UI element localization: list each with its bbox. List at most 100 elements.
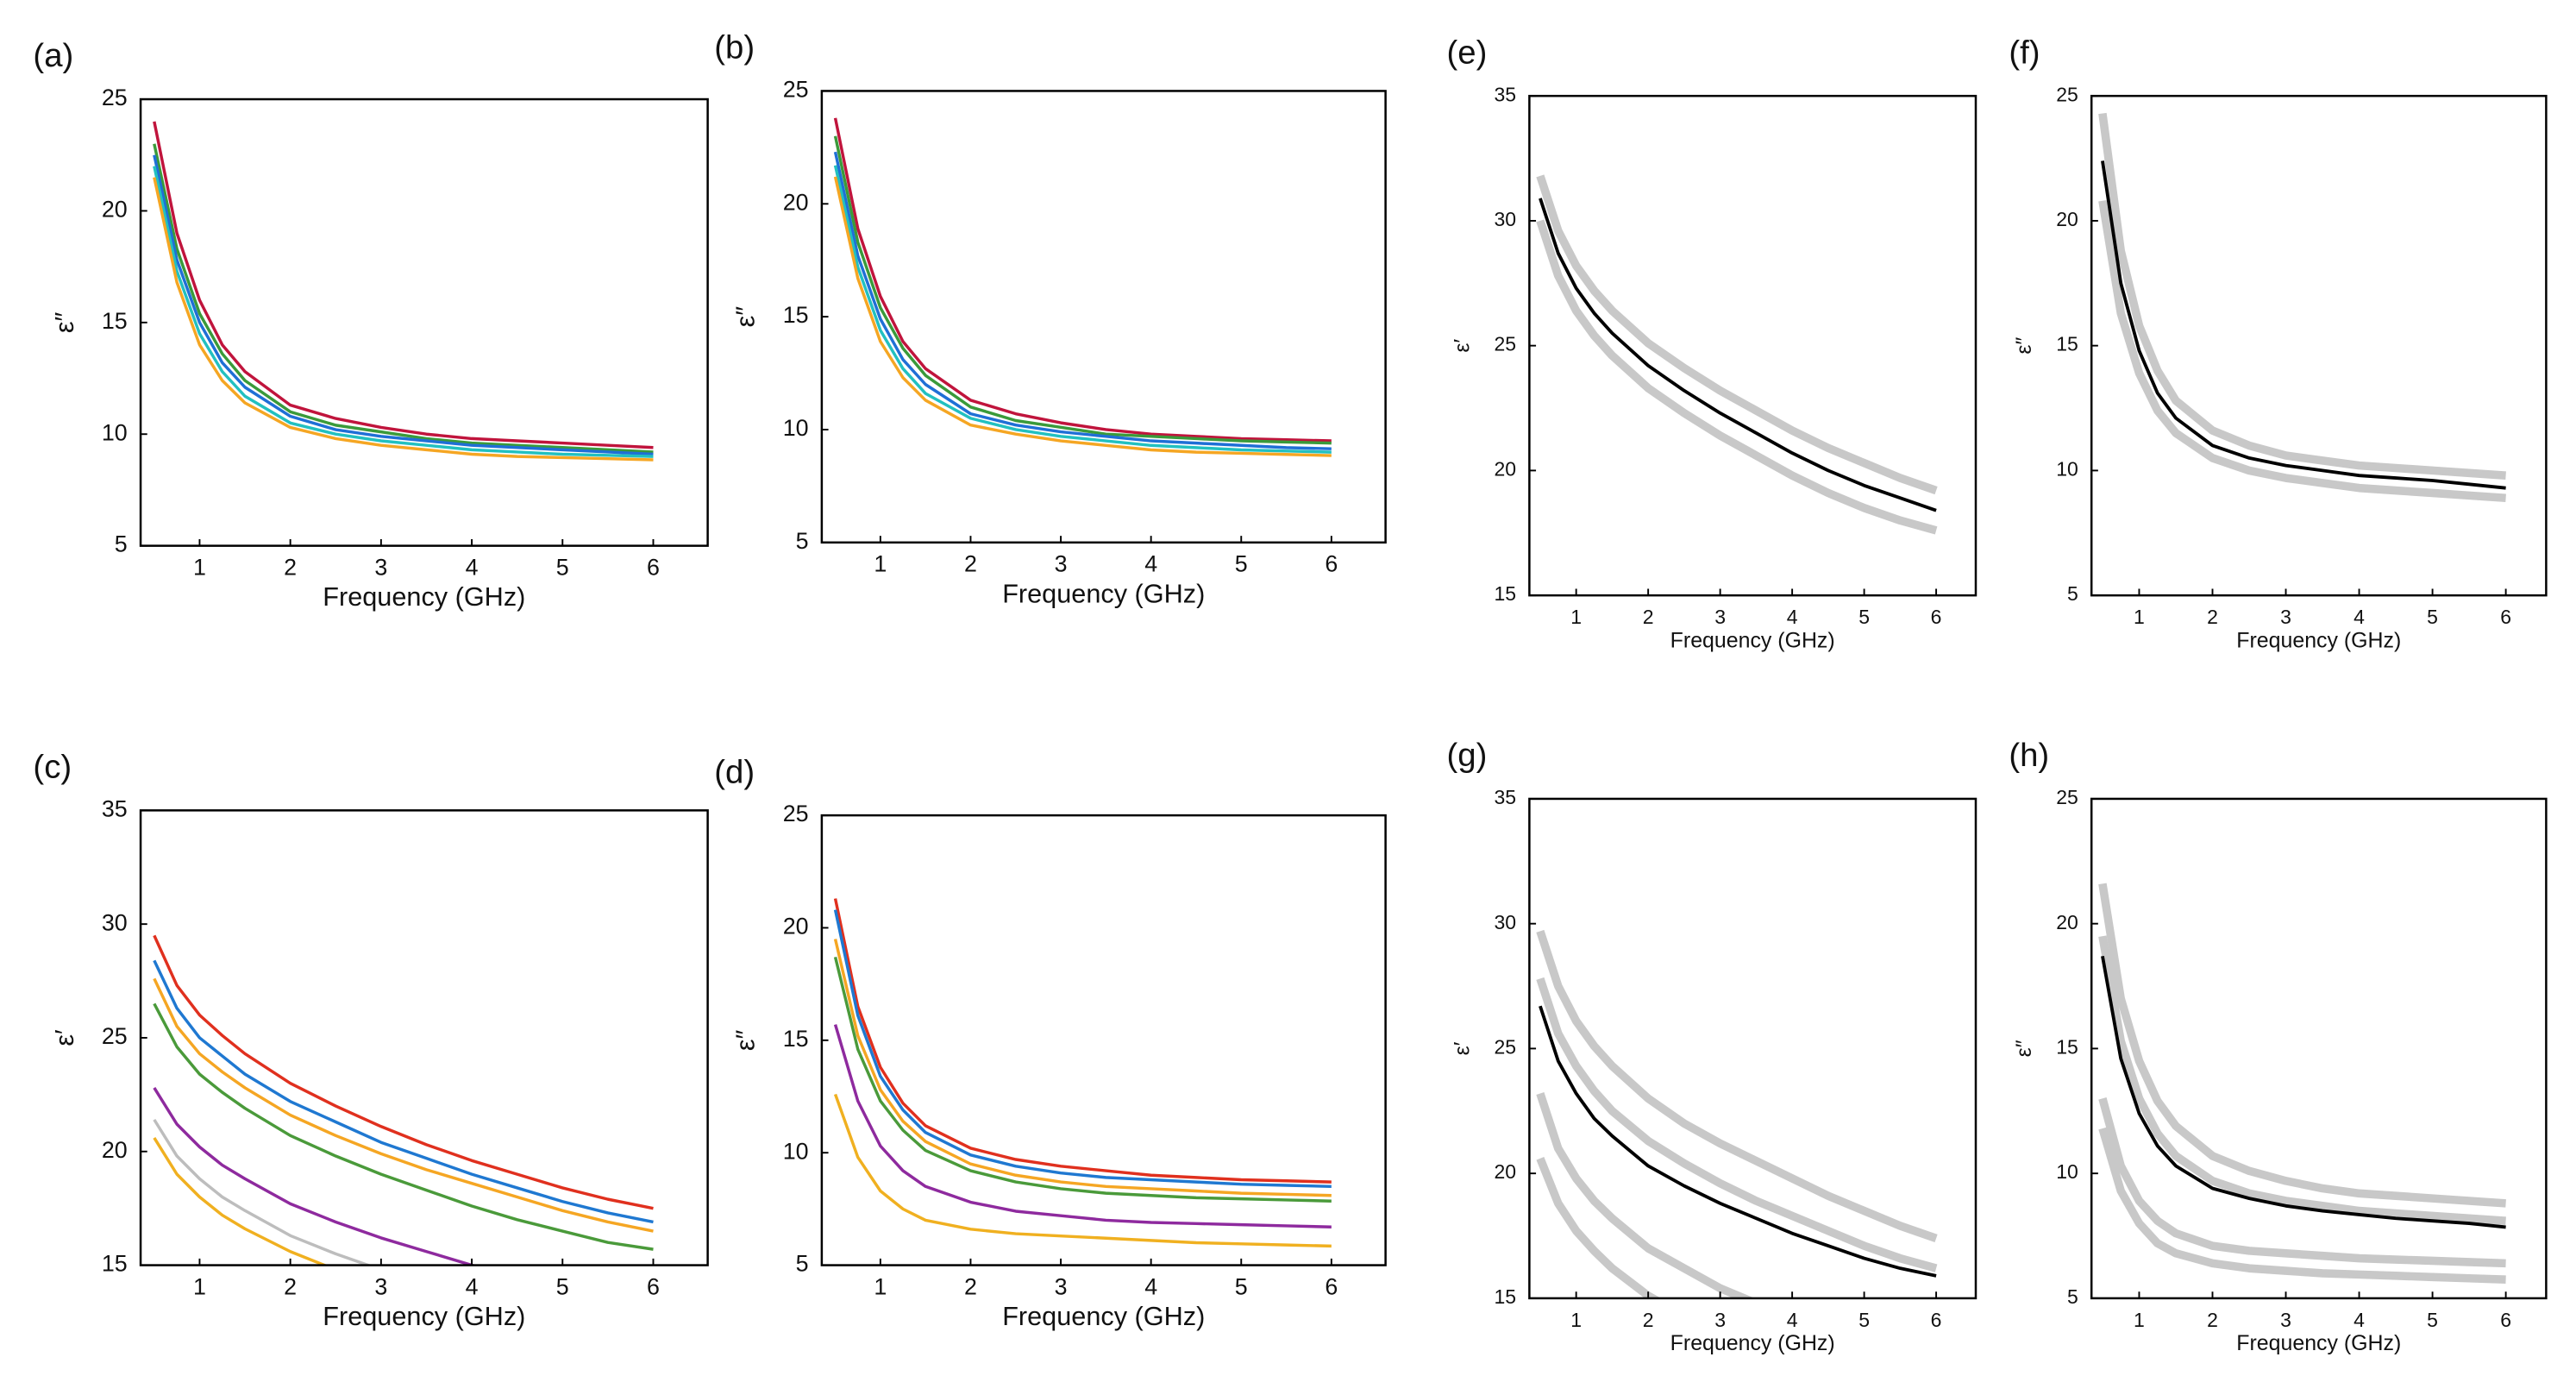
x-tick-label: 3	[374, 555, 387, 581]
x-tick-label: 2	[284, 1273, 297, 1299]
data-line	[833, 909, 1332, 1189]
panel-label: (c)	[33, 749, 72, 786]
axes-box	[820, 814, 1387, 1266]
x-tick-label: 3	[2280, 1309, 2291, 1331]
plot-lines	[833, 117, 1332, 457]
y-tick-label: 15	[783, 302, 809, 328]
y-tick-label: 35	[102, 795, 128, 821]
x-tick-label: 5	[1235, 1273, 1248, 1299]
data-line	[833, 1093, 1332, 1248]
x-tick-label: 1	[1570, 1309, 1582, 1331]
x-tick-label: 5	[2427, 1309, 2438, 1331]
x-tick-label: 3	[1714, 1309, 1726, 1331]
plot-lines	[1536, 174, 1938, 535]
data-line	[153, 121, 654, 449]
x-tick-label: 2	[1643, 606, 1654, 628]
x-tick-label: 5	[1858, 1309, 1870, 1331]
y-tick-label: 10	[2056, 1160, 2078, 1183]
x-tick-label: 5	[2427, 606, 2438, 628]
plot-lines	[2098, 883, 2506, 1284]
plot-lines	[1536, 929, 1938, 1298]
x-tick-label: 1	[193, 555, 206, 581]
y-tick-label: 5	[2067, 582, 2078, 605]
x-axis-label: Frequency (GHz)	[323, 582, 525, 612]
x-tick-label: 5	[1235, 551, 1248, 577]
data-line	[2098, 883, 2506, 1208]
data-line	[833, 151, 1332, 450]
y-tick-label: 25	[1494, 333, 1516, 355]
x-tick-label: 6	[1325, 1273, 1338, 1299]
data-line	[2101, 955, 2506, 1229]
x-tick-label: 1	[874, 551, 887, 577]
panel: (b) 1 2 3 4 5 6 5 10 15 20 25 Frequency (GHz) ε″	[714, 29, 1387, 608]
x-tick-label: 2	[964, 551, 977, 577]
x-tick-label: 2	[284, 555, 297, 581]
x-tick-label: 4	[466, 555, 479, 581]
y-tick-label: 5	[796, 528, 809, 554]
x-tick-label: 1	[1570, 606, 1582, 628]
y-axis-label: ε′	[1450, 338, 1474, 352]
x-tick-label: 6	[647, 1273, 660, 1299]
x-tick-label: 4	[1787, 1309, 1798, 1331]
x-tick-label: 1	[2134, 1309, 2145, 1331]
x-tick-label: 4	[1787, 606, 1798, 628]
data-line	[153, 154, 654, 456]
x-tick-label: 6	[1931, 1309, 1942, 1331]
y-tick-label: 20	[102, 1137, 128, 1163]
y-tick-label: 15	[102, 1251, 128, 1277]
y-tick-label: 25	[783, 77, 809, 103]
x-axis-label: Frequency (GHz)	[1002, 579, 1205, 608]
data-line	[833, 117, 1332, 443]
x-tick-label: 1	[193, 1273, 206, 1299]
x-tick-label: 5	[1858, 606, 1870, 628]
y-tick-label: 10	[783, 1138, 809, 1164]
panel: (h) 1 2 3 4 5 6 5 10 15 20 25 Frequency (GHz) ε″	[2009, 737, 2548, 1355]
panel-label: (h)	[2009, 737, 2049, 774]
y-tick-label: 25	[1494, 1035, 1516, 1058]
y-tick-label: 35	[1494, 83, 1516, 105]
y-tick-label: 20	[1494, 1160, 1516, 1183]
data-line	[1536, 977, 1938, 1272]
data-line	[2101, 160, 2506, 490]
y-tick-label: 25	[2056, 83, 2078, 105]
panel-label: (e)	[1447, 34, 1488, 71]
x-tick-label: 2	[964, 1273, 977, 1299]
data-line	[833, 898, 1332, 1184]
y-tick-label: 20	[102, 197, 128, 223]
x-tick-label: 4	[1144, 551, 1157, 577]
plot-lines	[153, 121, 654, 462]
x-tick-label: 4	[1144, 1273, 1157, 1299]
y-tick-label: 20	[783, 189, 809, 215]
data-line	[2098, 935, 2506, 1225]
data-line	[1536, 1157, 1662, 1298]
x-tick-label: 4	[466, 1273, 479, 1299]
data-line	[153, 1118, 373, 1266]
y-tick-label: 5	[796, 1251, 809, 1277]
y-tick-label: 20	[2056, 911, 2078, 933]
x-tick-label: 6	[1931, 606, 1942, 628]
y-tick-label: 20	[783, 914, 809, 939]
x-tick-label: 1	[874, 1273, 887, 1299]
y-tick-label: 20	[2056, 208, 2078, 230]
data-line	[153, 166, 654, 458]
data-line	[153, 959, 654, 1224]
x-tick-label: 6	[1325, 551, 1338, 577]
x-tick-label: 1	[2134, 606, 2145, 628]
y-tick-label: 25	[783, 801, 809, 826]
panel-label: (a)	[33, 37, 73, 74]
y-tick-label: 15	[1494, 1285, 1516, 1308]
x-tick-label: 5	[556, 555, 569, 581]
y-tick-label: 25	[102, 1023, 128, 1049]
x-tick-label: 4	[2353, 1309, 2365, 1331]
y-tick-label: 15	[2056, 1035, 2078, 1058]
y-tick-label: 25	[102, 85, 128, 110]
x-tick-label: 3	[374, 1273, 387, 1299]
y-axis-label: ε′	[50, 1029, 79, 1046]
data-line	[1539, 198, 1937, 512]
plot-lines	[833, 898, 1332, 1248]
x-tick-label: 3	[1055, 551, 1068, 577]
y-tick-label: 5	[2067, 1285, 2078, 1308]
y-axis-label: ε″	[731, 306, 761, 328]
x-tick-label: 6	[2500, 1309, 2511, 1331]
y-tick-label: 5	[115, 531, 128, 557]
